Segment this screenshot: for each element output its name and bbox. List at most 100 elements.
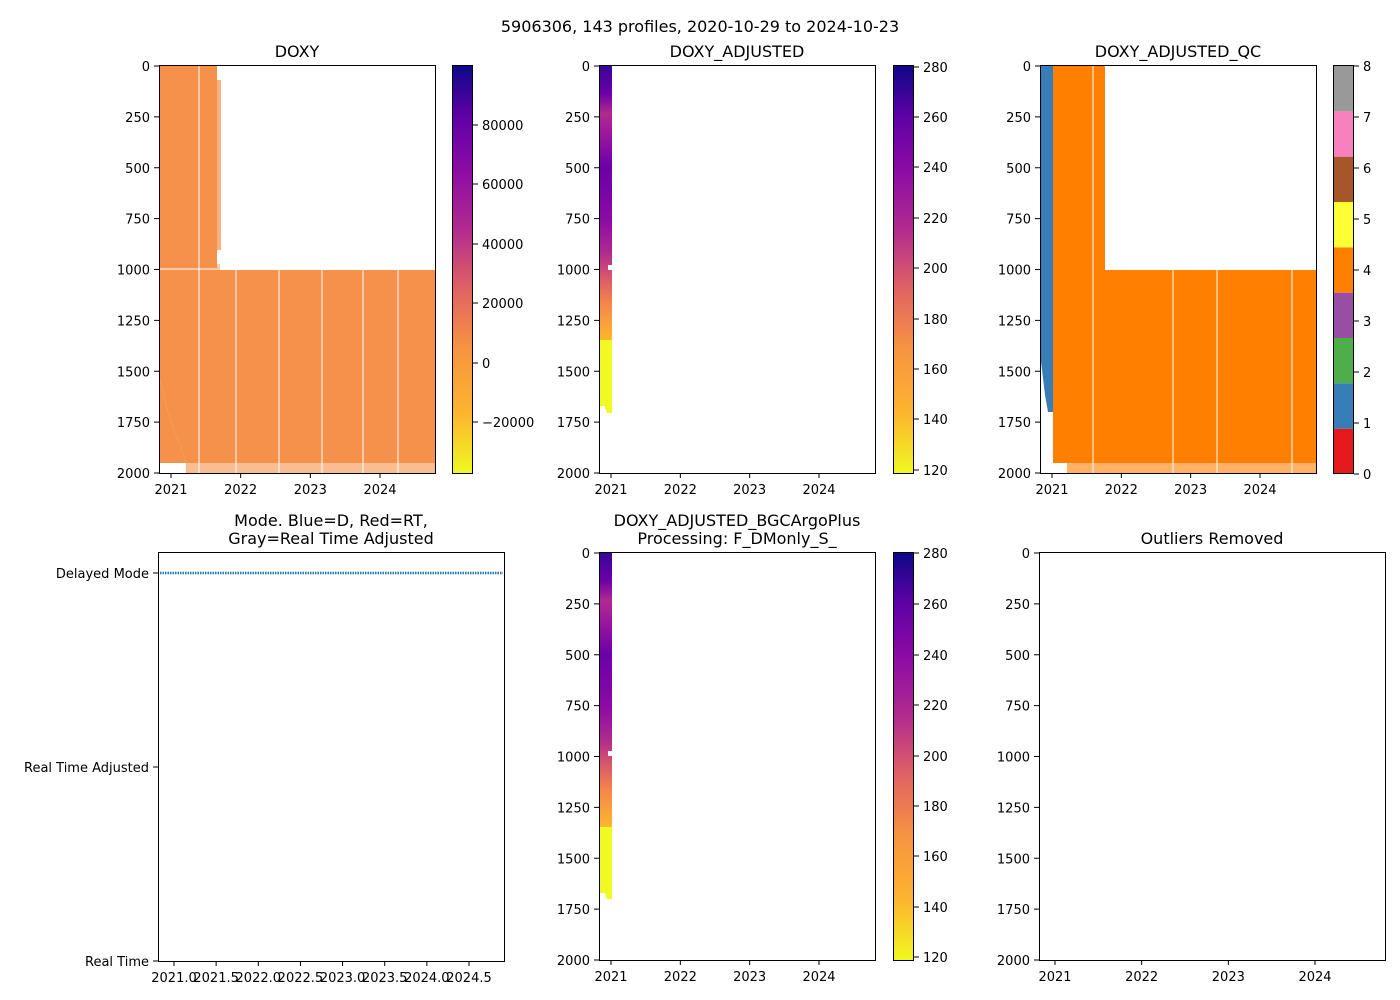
x-tick-label: 2022 bbox=[224, 483, 257, 498]
colorbar-tick-label: 180 bbox=[923, 313, 948, 328]
y-tick-label: 500 bbox=[125, 162, 150, 177]
colorbar-segment bbox=[1334, 111, 1353, 157]
colorbar-ticks: 280 260 240 220 200 180 160 140 120 bbox=[914, 547, 948, 966]
doxy-shallow-block bbox=[160, 66, 217, 268]
x-axis: 2021 2022 2023 2024 bbox=[1038, 960, 1332, 985]
plot-frame bbox=[599, 65, 876, 474]
y-tick-label: 1250 bbox=[117, 314, 150, 329]
colorbar-tick-label: 80000 bbox=[482, 119, 523, 134]
y-tick-label: 500 bbox=[1005, 649, 1030, 664]
colorbar-tick-label: −20000 bbox=[482, 416, 534, 431]
colorbar bbox=[452, 65, 473, 474]
colorbar-tick-label: 0 bbox=[1363, 468, 1371, 483]
adjusted-profile-column bbox=[600, 66, 612, 406]
colorbar-tick-label: 220 bbox=[923, 699, 948, 714]
colorbar-tick-label: 140 bbox=[923, 901, 948, 916]
y-tick-label: 750 bbox=[1005, 700, 1030, 715]
x-tick-label: 2024 bbox=[1243, 483, 1276, 498]
colorbar-tick-label: 280 bbox=[923, 547, 948, 562]
y-tick-label: 0 bbox=[582, 547, 590, 562]
x-tick-label: 2023 bbox=[294, 483, 327, 498]
bgc-profile-tail bbox=[600, 827, 612, 899]
plot-frame bbox=[159, 65, 436, 474]
colorbar-tick-label: 280 bbox=[923, 61, 948, 76]
plot-frame bbox=[1039, 552, 1386, 961]
panel-title: DOXY_ADJUSTED bbox=[670, 42, 805, 62]
x-tick-label: 2024 bbox=[802, 970, 835, 985]
colorbar-segment bbox=[1334, 247, 1353, 293]
x-tick-label: 2021 bbox=[1038, 970, 1071, 985]
y-tick-label: 500 bbox=[565, 162, 590, 177]
colorbar-tick-label: 3 bbox=[1363, 315, 1371, 330]
y-axis: Delayed Mode Real Time Adjusted Real Time bbox=[24, 567, 158, 970]
panel-title: DOXY_ADJUSTED_QC bbox=[1095, 42, 1261, 62]
colorbar-segment bbox=[1334, 292, 1353, 338]
y-tick-label: 250 bbox=[1005, 598, 1030, 613]
qc-heatmap bbox=[1041, 66, 1316, 473]
y-tick-label: 2000 bbox=[997, 954, 1030, 969]
qc-blue-region bbox=[1041, 66, 1053, 412]
x-tick-label: 2022.0 bbox=[236, 971, 282, 986]
colorbar bbox=[893, 65, 914, 474]
y-tick-label: 750 bbox=[565, 700, 590, 715]
colorbar-tick-label: 8 bbox=[1363, 60, 1371, 75]
x-tick-label: 2022 bbox=[1125, 970, 1158, 985]
bgc-profile-column bbox=[600, 553, 612, 893]
qc-orange-shallow bbox=[1053, 66, 1105, 270]
colorbar-tick-label: 4 bbox=[1363, 264, 1371, 279]
colorbar-tick-label: 7 bbox=[1363, 111, 1371, 126]
y-tick-label: Real Time Adjusted bbox=[24, 761, 149, 776]
y-tick-label: 1750 bbox=[557, 416, 590, 431]
x-tick-label: 2024.5 bbox=[446, 971, 492, 986]
doxy-deep-stair-fill bbox=[160, 270, 186, 463]
colorbar-segment bbox=[1334, 202, 1353, 248]
doxy-gap-band bbox=[160, 264, 220, 270]
y-tick-label: 1000 bbox=[117, 264, 150, 279]
colorbar-ticks: 80000 60000 40000 20000 0 −20000 bbox=[473, 119, 534, 431]
y-tick-label: 2000 bbox=[998, 467, 1031, 482]
adjusted-gap bbox=[608, 265, 612, 270]
y-tick-label: 1750 bbox=[998, 416, 1031, 431]
y-tick-label: Delayed Mode bbox=[56, 567, 149, 582]
x-tick-label: 2023 bbox=[733, 483, 766, 498]
y-axis: 0 250 500 750 1000 1250 1500 1750 2000 bbox=[557, 547, 599, 969]
y-tick-label: 250 bbox=[565, 598, 590, 613]
doxy-deep-fringe bbox=[186, 463, 435, 473]
colorbar-tick-label: 6 bbox=[1363, 162, 1371, 177]
colorbar-segment bbox=[1334, 66, 1353, 112]
colorbar-tick-label: 5 bbox=[1363, 213, 1371, 228]
x-tick-label: 2021 bbox=[594, 970, 627, 985]
y-tick-label: 2000 bbox=[117, 467, 150, 482]
y-tick-label: 1000 bbox=[557, 751, 590, 766]
x-tick-label: 2022 bbox=[664, 970, 697, 985]
colorbar bbox=[893, 552, 914, 961]
x-axis: 2021 2022 2023 2024 bbox=[594, 960, 836, 985]
x-tick-label: 2021 bbox=[154, 483, 187, 498]
y-tick-label: 1750 bbox=[557, 903, 590, 918]
doxy-heatmap bbox=[160, 66, 435, 473]
colorbar-tick-label: 40000 bbox=[482, 238, 523, 253]
qc-colorbar bbox=[1334, 66, 1353, 474]
y-tick-label: 1250 bbox=[557, 314, 590, 329]
colorbar-tick-label: 120 bbox=[923, 951, 948, 966]
x-axis: 2021 2022 2023 2024 bbox=[1035, 473, 1277, 498]
x-tick-label: 2022.5 bbox=[278, 971, 324, 986]
colorbar-tick-label: 260 bbox=[923, 598, 948, 613]
panel-bgcargoplus: DOXY_ADJUSTED_BGCArgoPlus Processing: F_… bbox=[557, 511, 948, 985]
doxy-shallow-fringe bbox=[217, 80, 221, 250]
y-tick-label: 750 bbox=[1006, 213, 1031, 228]
y-tick-label: 1000 bbox=[998, 264, 1031, 279]
x-tick-label: 2021.0 bbox=[151, 971, 197, 986]
colorbar-frame bbox=[1333, 65, 1354, 474]
y-tick-label: 1000 bbox=[997, 751, 1030, 766]
colorbar-tick-label: 240 bbox=[923, 161, 948, 176]
x-tick-label: 2022 bbox=[664, 483, 697, 498]
x-tick-label: 2023 bbox=[1174, 483, 1207, 498]
y-tick-label: 250 bbox=[125, 111, 150, 126]
colorbar-ticks: 8 7 6 5 4 3 2 1 0 bbox=[1354, 60, 1371, 483]
x-tick-label: 2023.5 bbox=[362, 971, 408, 986]
panel-title: DOXY bbox=[275, 42, 320, 61]
x-tick-label: 2023 bbox=[733, 970, 766, 985]
colorbar-tick-label: 120 bbox=[923, 464, 948, 479]
qc-orange-deep bbox=[1053, 270, 1316, 463]
